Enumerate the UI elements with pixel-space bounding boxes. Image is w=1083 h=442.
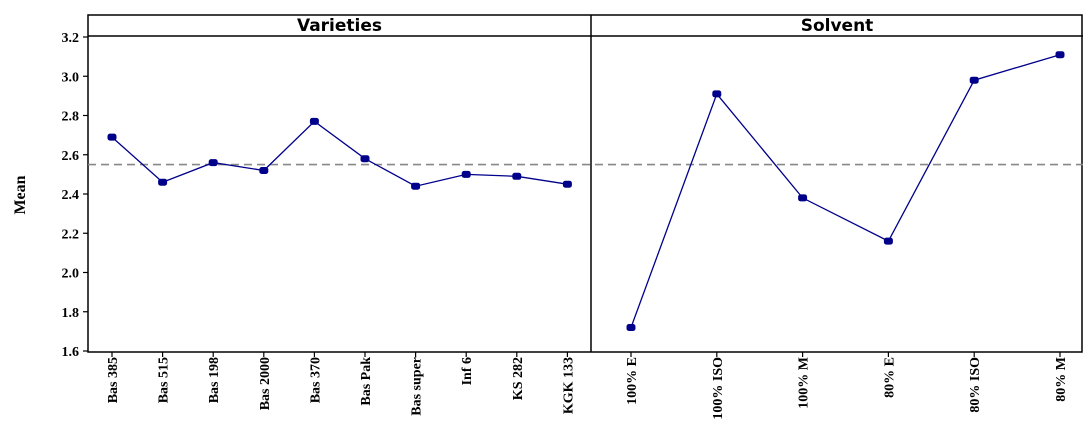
data-point bbox=[562, 180, 572, 188]
x-tick-label: 100% ISO bbox=[711, 357, 726, 420]
y-tick-label: 1.6 bbox=[62, 345, 80, 360]
y-tick-label: 2.8 bbox=[62, 110, 80, 125]
data-point bbox=[798, 194, 808, 202]
data-point bbox=[360, 155, 370, 163]
panel-title-varieties: Varieties bbox=[297, 16, 382, 36]
data-point bbox=[158, 178, 168, 186]
x-tick-label: Bas 515 bbox=[157, 357, 172, 403]
data-point bbox=[626, 324, 636, 331]
y-tick-label: 2.0 bbox=[62, 267, 80, 282]
x-tick-label: Bas 198 bbox=[207, 357, 222, 403]
x-tick-label: Bas 2000 bbox=[258, 357, 273, 410]
data-point bbox=[411, 182, 421, 190]
data-point bbox=[107, 133, 117, 141]
data-point bbox=[461, 170, 471, 178]
y-tick-label: 3.2 bbox=[62, 31, 80, 46]
panel-title-solvent: Solvent bbox=[801, 16, 874, 36]
x-tick-label: Bas Pak bbox=[359, 357, 374, 406]
x-tick-label: 80% E bbox=[882, 357, 897, 398]
series-line-solvent bbox=[630, 54, 1061, 328]
x-tick-label: 100% E bbox=[625, 357, 640, 405]
y-tick-label: 2.6 bbox=[62, 149, 80, 164]
y-axis-label: Mean bbox=[12, 175, 29, 214]
x-tick-label: KGK 133 bbox=[561, 357, 576, 414]
series-line-varieties bbox=[111, 120, 568, 187]
x-tick-label: 80% ISO bbox=[968, 357, 983, 413]
x-tick-label: Bas 385 bbox=[106, 357, 121, 403]
y-tick-label: 2.4 bbox=[62, 188, 80, 203]
data-point bbox=[969, 76, 979, 84]
x-tick-label: 80% M bbox=[1054, 357, 1069, 402]
y-tick-label: 1.8 bbox=[62, 306, 80, 321]
data-point bbox=[712, 90, 722, 98]
data-point bbox=[309, 117, 319, 125]
x-tick-label: Bas super bbox=[410, 357, 425, 416]
x-tick-label: 100% M bbox=[797, 357, 812, 409]
plot-frame bbox=[87, 14, 1083, 353]
x-tick-label: KS 282 bbox=[511, 357, 526, 400]
y-tick-label: 2.2 bbox=[62, 227, 80, 242]
y-tick-label: 3.0 bbox=[62, 70, 80, 85]
x-tick-label: Bas 370 bbox=[308, 357, 323, 403]
data-point bbox=[512, 172, 522, 180]
data-point bbox=[259, 167, 269, 174]
x-tick-label: Inf 6 bbox=[460, 357, 475, 385]
data-point bbox=[1055, 51, 1065, 59]
data-point bbox=[883, 237, 893, 245]
data-point bbox=[208, 159, 218, 167]
